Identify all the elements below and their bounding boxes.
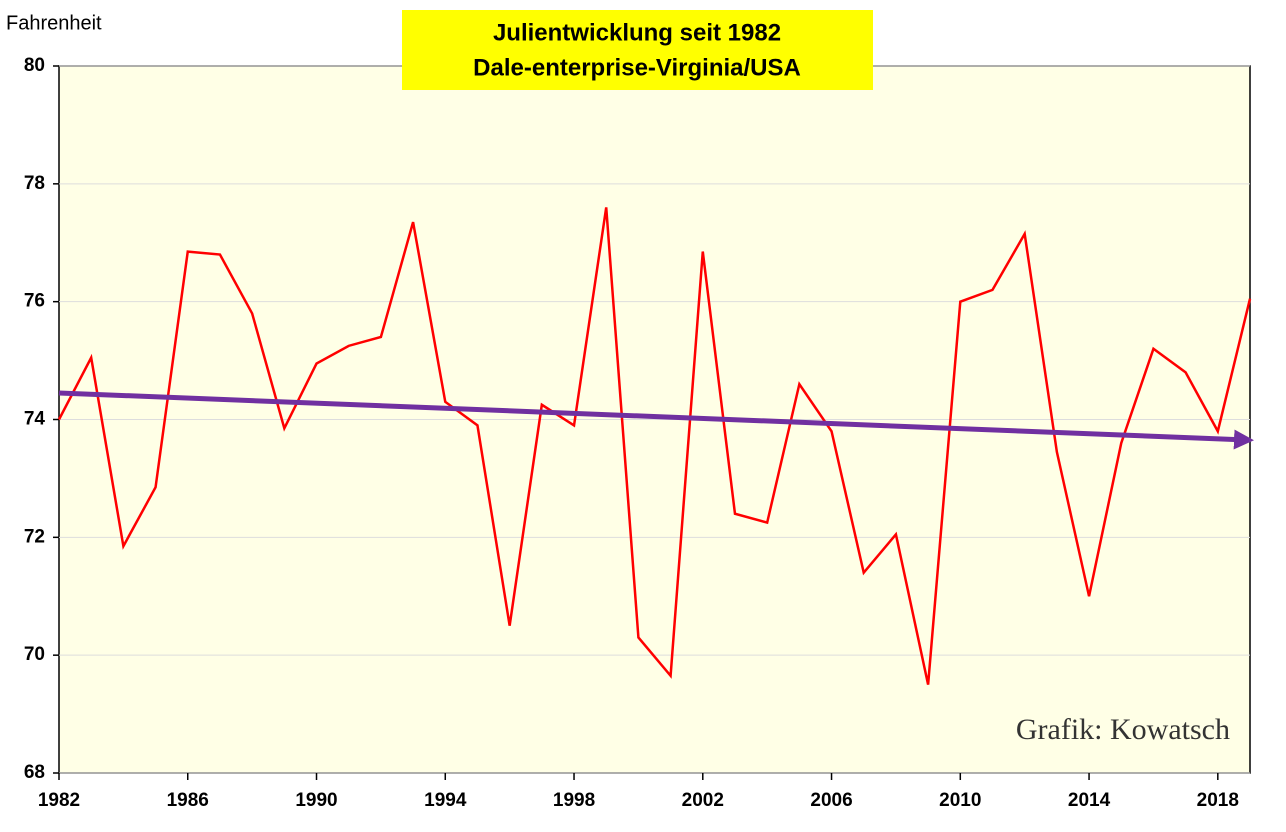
x-tick-label: 1982 bbox=[38, 790, 80, 811]
y-tick-label: 80 bbox=[24, 55, 45, 76]
y-tick-label: 72 bbox=[24, 526, 45, 547]
annotation: Grafik: Kowatsch bbox=[1016, 713, 1230, 746]
y-tick-label: 74 bbox=[24, 409, 46, 430]
x-tick-label: 2002 bbox=[682, 790, 724, 811]
chart-title: Dale-enterprise-Virginia/USA bbox=[473, 54, 801, 81]
x-tick-label: 2010 bbox=[939, 790, 981, 811]
x-tick-label: 1998 bbox=[553, 790, 595, 811]
x-tick-label: 2006 bbox=[810, 790, 852, 811]
x-tick-label: 2014 bbox=[1068, 790, 1111, 811]
data-line bbox=[57, 207, 1252, 685]
x-tick-label: 1986 bbox=[167, 790, 209, 811]
x-tick-label: 1990 bbox=[295, 790, 337, 811]
title-box bbox=[402, 10, 873, 90]
y-tick-label: 78 bbox=[24, 173, 45, 194]
y-axis-label: Fahrenheit bbox=[6, 12, 102, 34]
y-tick-label: 70 bbox=[24, 644, 45, 665]
y-tick-label: 68 bbox=[24, 762, 45, 783]
chart-title: Julientwicklung seit 1982 bbox=[493, 19, 781, 46]
trend-line bbox=[58, 390, 1254, 450]
x-tick-label: 2018 bbox=[1197, 790, 1239, 811]
y-tick-label: 76 bbox=[24, 291, 45, 312]
x-tick-label: 1994 bbox=[424, 790, 467, 811]
